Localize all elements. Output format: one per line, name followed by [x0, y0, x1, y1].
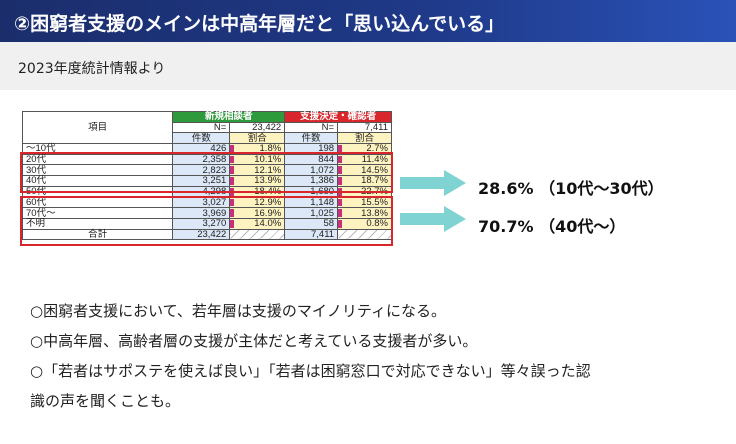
table-header-row-3: 件数 割合 件数 割合: [23, 132, 392, 145]
table-header-row-2: N= 23,422 N= 7,411: [23, 121, 392, 134]
row-ratio-1-text: 10.1%: [254, 154, 282, 166]
summary-middle: 70.7% （40代～）: [478, 217, 626, 236]
row-label-text: 不明: [26, 218, 46, 230]
ratio-bar: [230, 209, 235, 217]
table-row: ～10代 426 1.8% 198 2.7%: [21, 143, 392, 155]
row-count-1-text: 3,270: [202, 218, 227, 230]
row-count-1-text: 2,823: [202, 164, 227, 176]
row-ratio-2-text: 15.5%: [361, 196, 388, 208]
group1-count-header: 件数: [172, 132, 231, 145]
group2-n-label: N=: [284, 121, 339, 134]
highlight-young: [20, 152, 393, 193]
ratio-bar: [338, 145, 343, 153]
bullet-list: ○困窮者支援において、若年層は支援のマイノリティになる。 ○中高年層、高齢者層の…: [30, 296, 720, 416]
ratio-bar: [230, 177, 235, 185]
row-count-1-text: 426: [210, 143, 227, 155]
row-ratio-1: 14.0%: [229, 217, 286, 230]
ratio-bar: [230, 145, 235, 153]
bullet-item: ○中高年層、高齢者層の支援が主体だと考えている支援者が多い。: [30, 332, 478, 350]
row-ratio-2-text: 11.4%: [361, 154, 388, 166]
total-label: 合計: [21, 228, 174, 241]
row-ratio-2-text: 18.7%: [361, 175, 388, 187]
row-label-text: 70代～: [26, 207, 56, 219]
row-ratio-2-text: 13.8%: [361, 207, 388, 219]
row-ratio-1-text: 12.1%: [254, 164, 282, 176]
row-count-2-text: 198: [318, 143, 335, 155]
group1-n-label: N=: [172, 121, 231, 134]
ratio-bar: [338, 209, 343, 217]
ratio-bar: [230, 166, 235, 175]
total-ratio-1-empty: [229, 228, 286, 241]
ratio-bar: [338, 155, 343, 164]
group1-header: 新規相談者: [172, 111, 286, 123]
arrow-right-icon: [400, 170, 466, 196]
row-count-2-text: 844: [318, 154, 335, 166]
ratio-bar: [338, 198, 343, 207]
table-header-row-1: 項目 新規相談者 支援決定・確認者: [21, 110, 392, 145]
row-count-1-text: 2,358: [202, 154, 227, 166]
row-ratio-1-text: 14.0%: [254, 218, 282, 230]
item-header: 項目: [21, 110, 174, 145]
bullet-item: ○困窮者支援において、若年層は支援のマイノリティになる。: [30, 302, 446, 320]
row-count-1-text: 3,251: [202, 175, 227, 187]
row-count-2-text: 1,386: [310, 175, 335, 187]
highlight-middle: [20, 196, 393, 246]
group2-header: 支援決定・確認者: [284, 111, 392, 123]
slide-subtitle: 2023年度統計情報より: [0, 42, 736, 90]
bullet-item: 識の声を聞くことも。: [30, 392, 181, 410]
row-ratio-1-text: 1.8%: [259, 143, 282, 155]
row-ratio-2-text: 14.5%: [361, 164, 388, 176]
row-count-2-text: 1,072: [310, 164, 335, 176]
ratio-bar: [338, 166, 343, 175]
row-label-text: 40代: [26, 175, 47, 187]
group1-n-value: 23,422: [229, 121, 286, 134]
row-count-1-text: 3,969: [202, 207, 227, 219]
group2-n-value: 7,411: [337, 121, 392, 134]
row-ratio-1-text: 13.9%: [254, 175, 282, 187]
ratio-bar: [338, 219, 343, 228]
ratio-bar: [230, 219, 235, 228]
row-label-text: ～10代: [26, 143, 56, 155]
row-ratio-2-text: 2.7%: [366, 143, 388, 155]
row-ratio-1-text: 12.9%: [254, 196, 282, 208]
row-label-text: 20代: [26, 154, 47, 166]
group2-count-header: 件数: [284, 132, 339, 145]
row-label-text: 60代: [26, 196, 47, 208]
arrow-right-icon: [400, 206, 466, 232]
row-ratio-2-text: 0.8%: [366, 218, 388, 230]
slide-title: ②困窮者支援のメインは中高年層だと「思い込んでいる」: [0, 0, 736, 42]
ratio-bar: [338, 177, 343, 185]
table-row: 70代～ 3,969 16.9% 1,025 13.8%: [21, 207, 392, 219]
row-count-2-text: 58: [323, 218, 335, 230]
row-count-1-text: 3,027: [202, 196, 227, 208]
ratio-bar: [230, 155, 235, 164]
row-ratio-1-text: 16.9%: [254, 207, 282, 219]
row-count-2-text: 1,148: [310, 196, 335, 208]
row-count-2-text: 1,025: [310, 207, 335, 219]
bullet-item: ○「若者はサポステを使えば良い」「若者は困窮窓口で対応できない」等々誤った認: [30, 362, 591, 380]
row-label-text: 30代: [26, 164, 47, 176]
group1-ratio-header: 割合: [229, 132, 286, 145]
group2-ratio-header: 割合: [337, 132, 392, 145]
summary-young: 28.6% （10代～30代）: [478, 179, 664, 198]
ratio-bar: [230, 198, 235, 207]
